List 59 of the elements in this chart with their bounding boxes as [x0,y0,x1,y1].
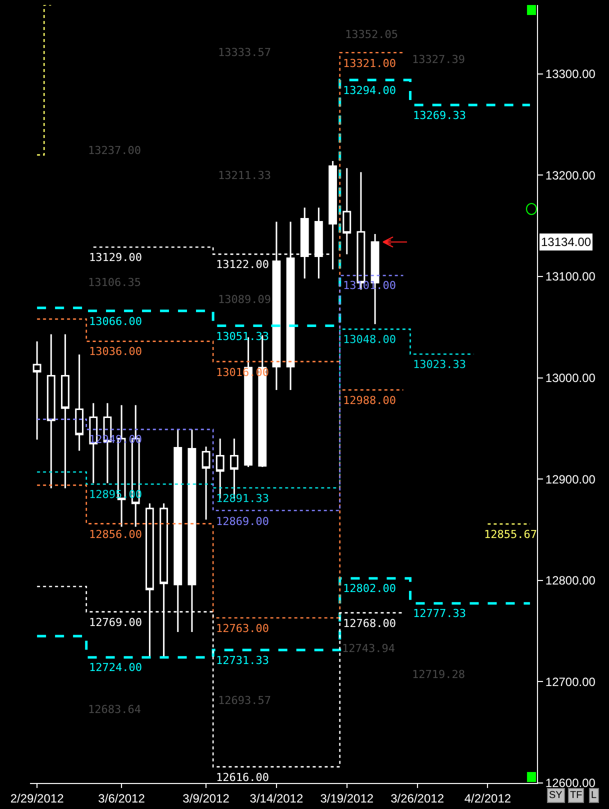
data-label: 12856.00 [89,528,142,541]
data-label: 12731.33 [216,654,269,667]
annotation: 13211.33 [218,169,271,182]
data-label: 12763.00 [216,622,269,635]
annotation: 12743.94 [342,642,396,655]
x-tick-label: 3/9/2012 [182,791,230,806]
x-tick-label: 3/14/2012 [250,791,304,806]
annotation: 13352.05 [345,28,398,41]
annotation: 13106.35 [88,276,141,289]
x-tick-label: 3/6/2012 [98,791,146,806]
y-tick-label: 12800.00 [545,574,596,588]
text: L [591,790,597,801]
x-tick-label: 4/2/2012 [464,791,512,806]
x-tick-label: 3/19/2012 [320,791,374,806]
data-label: 13129.00 [89,251,142,264]
candlestick [342,167,352,255]
data-label: 12777.33 [413,607,466,620]
x-tick-label: 2/29/2012 [10,791,64,806]
annotation: 13333.57 [218,46,271,59]
y-tick-label: 13200.00 [545,168,596,182]
text: 13134.00 [541,235,592,249]
candlestick [202,446,210,520]
data-label: 12802.00 [343,582,396,595]
y-tick-label: 13000.00 [545,370,596,385]
annotation: 12719.28 [412,668,465,681]
y-tick-label: 13300.00 [545,67,596,82]
data-label: 12988.00 [343,394,396,407]
data-label: 13023.33 [413,358,466,371]
text: SY [549,790,563,801]
data-label: 12769.00 [89,616,142,629]
data-label: 12869.00 [216,515,269,528]
text: TF [570,790,582,801]
y-tick-label: 12600.00 [545,776,596,790]
candlestick [46,333,56,489]
data-label: 12855.67 [484,528,537,541]
candlestick [32,340,42,440]
data-label: 13051.33 [216,330,269,343]
data-label: 12724.00 [89,661,142,674]
annotation: 13327.39 [412,53,465,66]
data-label: 12891.33 [216,492,269,505]
y-tick-label: 12900.00 [545,472,596,486]
y-tick-label: 13100.00 [545,270,596,284]
candlestick [61,333,70,489]
data-label: 13269.33 [413,109,466,122]
annotation: 13237.00 [88,144,141,157]
annotation: 13089.09 [218,293,271,306]
data-label: 13066.00 [89,315,142,328]
x-tick-label: 3/26/2012 [390,791,444,806]
data-label: 12768.00 [343,617,396,630]
annotation: 12693.57 [218,694,271,707]
data-label: 13321.00 [343,57,396,70]
data-label: 13122.00 [216,258,269,271]
data-label: 13294.00 [343,84,396,97]
annotation: 12683.64 [88,703,142,716]
candlestick [75,354,84,452]
data-label: 12616.00 [216,771,269,784]
data-label: 13048.00 [343,333,396,346]
data-label: 13036.00 [89,345,142,358]
y-tick-label: 12700.00 [545,674,596,689]
